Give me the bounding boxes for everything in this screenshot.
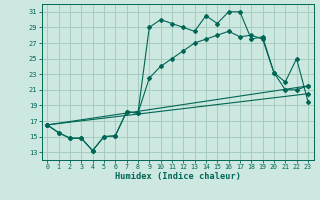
X-axis label: Humidex (Indice chaleur): Humidex (Indice chaleur)	[115, 172, 241, 181]
